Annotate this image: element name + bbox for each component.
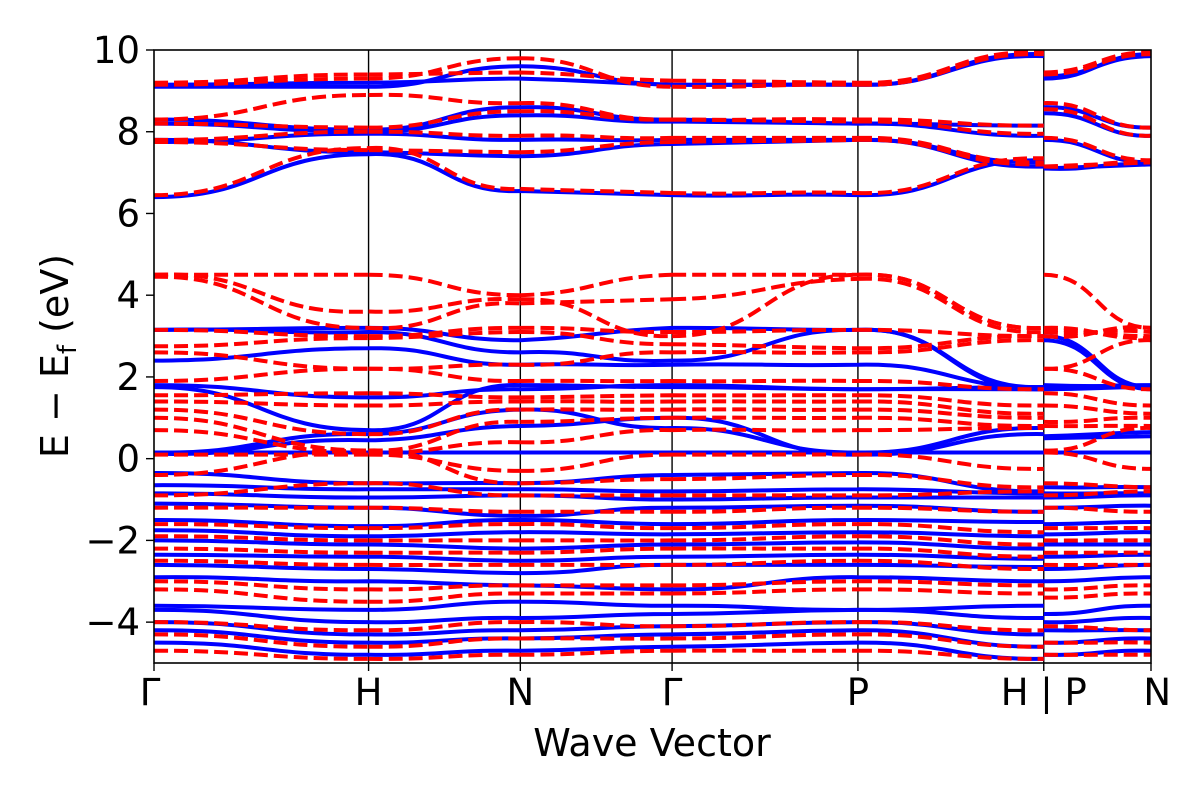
x-tick-label-3: Γ — [662, 671, 683, 714]
y-axis-title-subscript: f — [53, 344, 83, 354]
blue-band-28 — [154, 628, 1151, 649]
blue-band-7 — [154, 325, 1151, 390]
x-tick-label-2: N — [506, 671, 534, 714]
blue-band-9 — [154, 346, 1151, 390]
x-tick-label-5: H | P — [1001, 671, 1087, 714]
red-band-7 — [154, 272, 1151, 330]
y-tick-label-2: 0 — [116, 438, 140, 481]
blue-band-11 — [154, 383, 1151, 433]
red-band-27 — [154, 579, 1151, 592]
blue-band-19 — [154, 517, 1151, 529]
y-axis: −4 −2 0 2 4 6 8 10 — [85, 29, 154, 644]
y-tick-label-0: −4 — [85, 601, 140, 644]
red-band-1 — [154, 52, 1151, 89]
blue-band-25 — [154, 599, 1151, 617]
y-tick-label-4: 4 — [116, 274, 140, 317]
red-band-8 — [154, 272, 1151, 339]
red-band-17 — [154, 415, 1151, 453]
blue-band-13 — [154, 415, 1151, 457]
red-band-23 — [154, 522, 1151, 535]
y-axis-title: E − Ef (eV) — [33, 254, 83, 458]
y-tick-label-1: −2 — [85, 519, 140, 562]
red-band-3 — [154, 107, 1151, 138]
red-band-16 — [154, 407, 1151, 437]
blue-band-21 — [154, 538, 1151, 551]
blue-band-20 — [154, 528, 1151, 539]
blue-band-29 — [154, 640, 1151, 661]
blue-band-15 — [154, 470, 1151, 494]
x-axis-title: Wave Vector — [533, 721, 771, 765]
blue-band-3 — [154, 111, 1151, 138]
red-band-24 — [154, 534, 1151, 547]
red-band-20 — [154, 448, 1151, 490]
y-tick-label-3: 2 — [116, 356, 140, 399]
x-tick-label-6: N — [1143, 671, 1171, 714]
blue-band-6 — [154, 152, 1151, 200]
blue-band-23 — [154, 562, 1151, 576]
red-band-18 — [154, 425, 1151, 455]
plot-frame — [153, 49, 1152, 664]
red-band-0 — [154, 50, 1151, 85]
y-axis-title-unit: (eV) — [33, 254, 77, 345]
red-band-10 — [154, 325, 1151, 339]
red-band-21 — [154, 481, 1151, 498]
x-tick-label-1: H — [355, 671, 383, 714]
red-band-11 — [154, 325, 1151, 351]
red-band-30 — [154, 632, 1151, 649]
blue-band-18 — [154, 501, 1151, 518]
red-band-13 — [154, 366, 1151, 392]
red-band-9 — [154, 274, 1151, 336]
red-band-29 — [154, 620, 1151, 633]
red-band-6 — [154, 146, 1151, 198]
x-axis: Γ H N Γ P H | P N — [140, 663, 1171, 714]
x-tick-label-0: Γ — [140, 671, 161, 714]
y-tick-label-6: 8 — [116, 111, 140, 154]
y-axis-title-main: E − E — [33, 354, 77, 458]
red-band-22 — [154, 505, 1151, 514]
band-lines — [154, 50, 1151, 661]
red-band-15 — [154, 399, 1151, 416]
y-tick-label-5: 6 — [116, 192, 140, 235]
x-tick-label-4: P — [847, 671, 869, 714]
red-band-5 — [154, 137, 1151, 169]
red-band-25 — [154, 546, 1151, 559]
red-band-26 — [154, 558, 1151, 572]
red-band-14 — [154, 391, 1151, 408]
red-band-28 — [154, 587, 1151, 604]
blue-band-26 — [154, 607, 1151, 625]
red-band-31 — [154, 648, 1151, 661]
red-band-19 — [154, 450, 1151, 473]
blue-band-22 — [154, 552, 1151, 563]
y-tick-label-7: 10 — [93, 29, 140, 72]
red-band-4 — [154, 129, 1151, 165]
red-band-12 — [154, 338, 1151, 371]
blue-band-17 — [154, 491, 1151, 502]
